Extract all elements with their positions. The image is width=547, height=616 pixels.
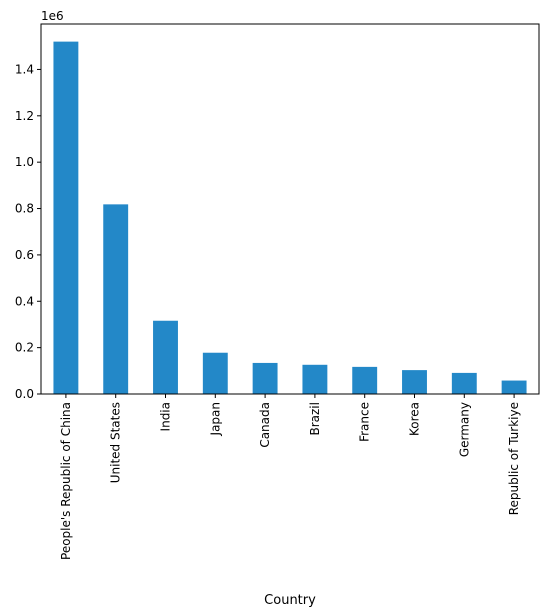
x-tick-label: France: [358, 402, 372, 442]
x-tick-label: Germany: [457, 402, 471, 457]
x-axis-ticks: People's Republic of China United States I…: [59, 394, 521, 560]
y-axis-offset-label: 1e6: [41, 9, 64, 23]
x-tick-label: People's Republic of China: [59, 402, 73, 560]
x-tick-label: Korea: [408, 402, 422, 436]
bar: [451, 372, 477, 394]
y-tick-label: 0.2: [15, 341, 34, 355]
y-tick-label: 1.4: [15, 62, 34, 76]
bar: [352, 366, 378, 394]
bar: [302, 364, 328, 394]
x-tick-label: Canada: [258, 402, 272, 448]
y-tick-label: 0.6: [15, 248, 34, 262]
y-tick-label: 0.8: [15, 202, 34, 216]
x-tick-label: Republic of Turkiye: [507, 402, 521, 515]
bar: [501, 380, 527, 394]
y-tick-label: 0.0: [15, 387, 34, 401]
x-tick-label: Japan: [208, 402, 222, 436]
bar: [202, 352, 228, 394]
bars-group: [53, 41, 527, 395]
bar: [103, 204, 129, 394]
x-axis-label: Country: [264, 593, 316, 608]
y-tick-label: 1.0: [15, 155, 34, 169]
y-tick-label: 1.2: [15, 109, 34, 123]
bar: [252, 362, 278, 394]
bar: [53, 41, 79, 395]
y-tick-label: 0.4: [15, 294, 34, 308]
bar: [402, 370, 427, 394]
plot-frame: [40, 23, 540, 395]
y-axis-ticks: 0.0 0.2 0.4 0.6 0.8 1.0 1.2 1.4: [15, 62, 41, 401]
x-tick-label: Brazil: [308, 402, 322, 436]
x-tick-label: United States: [109, 402, 123, 483]
bar: [153, 320, 178, 394]
x-tick-label: India: [159, 402, 173, 431]
